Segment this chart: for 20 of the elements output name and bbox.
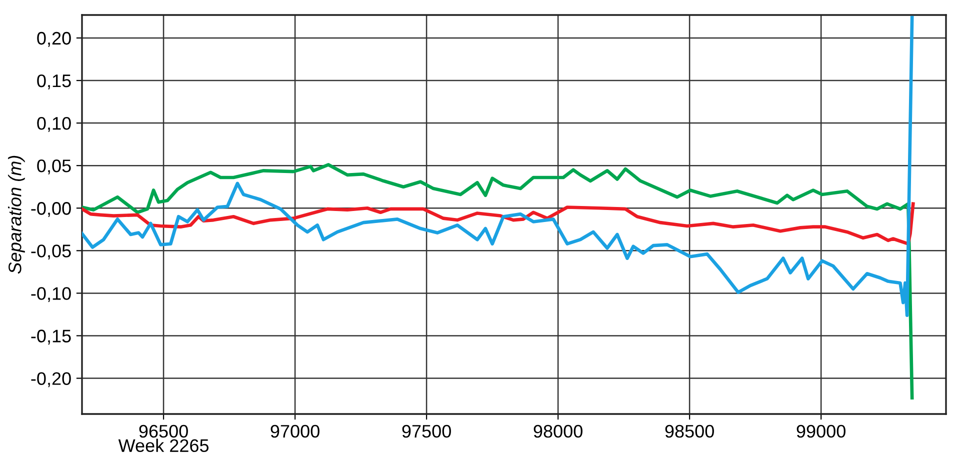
y-tick-label: -0,15 — [31, 330, 71, 345]
y-tick-label: -0,05 — [31, 244, 71, 260]
line-series — [82, 202, 915, 246]
x-tick-label: 98000 — [534, 424, 582, 438]
y-tick-label: 0,20 — [37, 32, 71, 47]
y-tick-label: -0,20 — [31, 372, 71, 388]
y-tick-label: -0,10 — [31, 287, 71, 302]
x-tick-label: 97500 — [402, 424, 451, 438]
y-tick-label: 0,05 — [37, 160, 71, 174]
x-tick-label: 99000 — [796, 424, 846, 438]
text: Week 2265 — [118, 438, 209, 452]
x-tick-label: 98500 — [665, 424, 714, 438]
y-tick-label: 0,15 — [37, 74, 71, 90]
x-tick-label: 97000 — [270, 424, 320, 438]
y-axis-title: Separation (m) — [8, 156, 25, 274]
line-series — [82, 163, 914, 400]
y-tick-label: -0,00 — [31, 202, 71, 217]
x-tick-label: 96500 — [139, 424, 188, 438]
y-tick-label: 0,10 — [37, 116, 71, 132]
line-series — [82, 16, 914, 317]
